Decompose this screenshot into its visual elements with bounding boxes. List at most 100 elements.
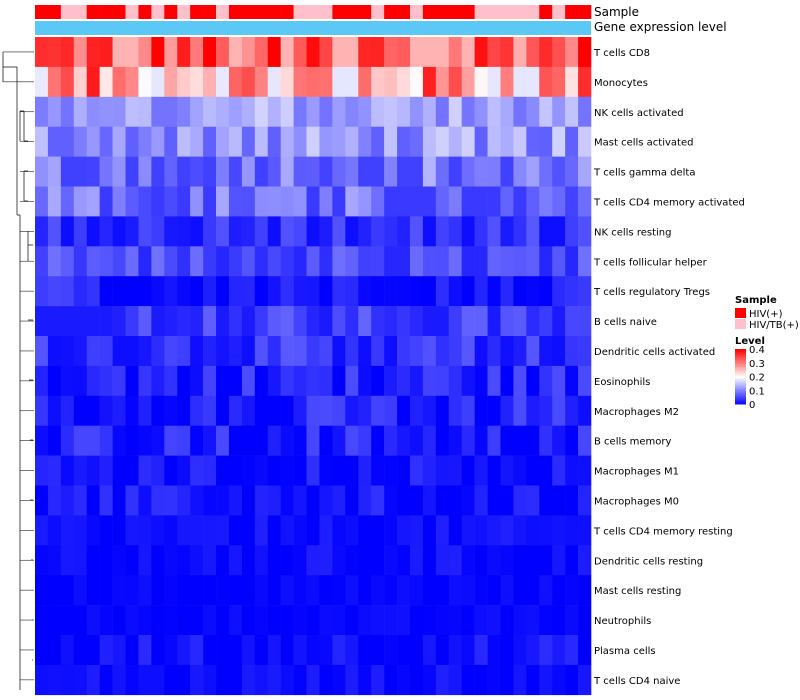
heatmap-cell: [216, 306, 230, 337]
heatmap-cell: [435, 156, 450, 187]
heatmap-cell: [422, 96, 437, 127]
row-label: B cells naive: [594, 317, 657, 328]
heatmap-cell: [397, 126, 411, 157]
heatmap-cell: [345, 515, 359, 546]
heatmap-cell: [384, 575, 398, 606]
heatmap-cell: [487, 545, 501, 576]
heatmap-cell: [138, 485, 152, 516]
heatmap-cell: [35, 664, 49, 696]
heatmap-cell: [138, 365, 152, 397]
heatmap-cell: [60, 664, 75, 696]
heatmap-cell: [73, 336, 88, 367]
heatmap-cell: [384, 515, 398, 546]
sample-annotation-cell: [513, 5, 527, 19]
heatmap-cell: [47, 276, 62, 307]
heatmap-cell: [99, 37, 113, 68]
heatmap-cell: [358, 515, 372, 546]
heatmap-cell: [448, 455, 462, 486]
heatmap-cell: [448, 605, 462, 636]
heatmap-cell: [267, 276, 281, 307]
heatmap-cell: [422, 455, 437, 486]
heatmap-cell: [435, 246, 450, 277]
heatmap-cell: [565, 575, 579, 606]
heatmap-cell: [371, 635, 385, 666]
heatmap-cell: [164, 635, 178, 666]
heatmap-cell: [371, 515, 385, 546]
heatmap-cell: [358, 276, 372, 307]
sample-annotation-cell: [435, 5, 450, 19]
heatmap-cell: [164, 186, 178, 217]
heatmap-cell: [125, 425, 139, 456]
heatmap-cell: [422, 635, 437, 666]
level-legend-tick: 0.2: [749, 373, 765, 384]
heatmap-cell: [138, 276, 152, 307]
heatmap-cell: [112, 425, 126, 456]
heatmap-cell: [397, 635, 411, 666]
heatmap-cell: [254, 37, 269, 68]
level-gradient-step: [735, 353, 746, 355]
heatmap-cell: [461, 425, 475, 456]
level-gradient-step: [735, 355, 746, 358]
heatmap-cell: [345, 156, 359, 187]
heatmap-cell: [345, 66, 359, 98]
heatmap-cell: [280, 246, 294, 277]
heatmap-cell: [177, 246, 191, 277]
heatmap-cell: [112, 365, 126, 397]
heatmap-cell: [267, 96, 281, 127]
heatmap-cell: [125, 664, 139, 696]
heatmap-cell: [513, 96, 527, 127]
heatmap-cell: [86, 455, 100, 486]
heatmap-cell: [435, 605, 450, 636]
level-legend-tick: 0.1: [749, 386, 765, 397]
heatmap-cell: [422, 605, 437, 636]
heatmap-cell: [487, 664, 501, 696]
heatmap-cell: [190, 664, 204, 696]
heatmap-cell: [526, 186, 540, 217]
heatmap-cell: [552, 96, 566, 127]
sample-annotation-cell: [319, 5, 333, 19]
heatmap-cell: [125, 306, 139, 337]
heatmap-cell: [203, 395, 217, 426]
heatmap-cell: [138, 306, 152, 337]
sample-annotation-cell: [578, 5, 592, 19]
heatmap-cell: [112, 455, 126, 486]
heatmap-cell: [177, 126, 191, 157]
heatmap-cell: [409, 395, 424, 426]
heatmap-cell: [241, 635, 256, 666]
heatmap-cell: [35, 545, 49, 576]
level-gradient-step: [735, 373, 746, 376]
row-label: T cells CD4 memory activated: [593, 197, 745, 208]
heatmap-cell: [332, 575, 346, 606]
heatmap-cell: [190, 336, 204, 367]
heatmap-cell: [138, 126, 152, 157]
heatmap-cell: [164, 485, 178, 516]
heatmap-cell: [397, 336, 411, 367]
heatmap-cell: [138, 455, 152, 486]
heatmap-cell: [267, 306, 281, 337]
heatmap-cell: [552, 126, 566, 157]
level-gradient-step: [735, 402, 746, 405]
sample-annotation-cell: [60, 5, 75, 19]
heatmap-cell: [138, 156, 152, 187]
heatmap-cell: [190, 605, 204, 636]
heatmap-cell: [358, 246, 372, 277]
heatmap-cell: [151, 485, 165, 516]
heatmap-cell: [409, 216, 424, 247]
level-legend-tick: 0.4: [749, 345, 765, 356]
heatmap-cell: [125, 156, 139, 187]
heatmap-cell: [500, 126, 514, 157]
heatmap-cell: [164, 455, 178, 486]
heatmap-cell: [293, 216, 307, 247]
heatmap-cell: [254, 425, 269, 456]
heatmap-cell: [422, 575, 437, 606]
heatmap-cell: [86, 306, 100, 337]
heatmap-cell: [306, 365, 320, 397]
heatmap-cell: [190, 37, 204, 68]
heatmap-cell: [539, 126, 553, 157]
level-gradient-step: [735, 357, 746, 360]
heatmap-cell: [60, 37, 75, 68]
heatmap-cell: [306, 605, 320, 636]
level-gradient-step: [735, 376, 746, 379]
heatmap-cell: [513, 485, 527, 516]
level-gradient-step: [735, 388, 746, 391]
